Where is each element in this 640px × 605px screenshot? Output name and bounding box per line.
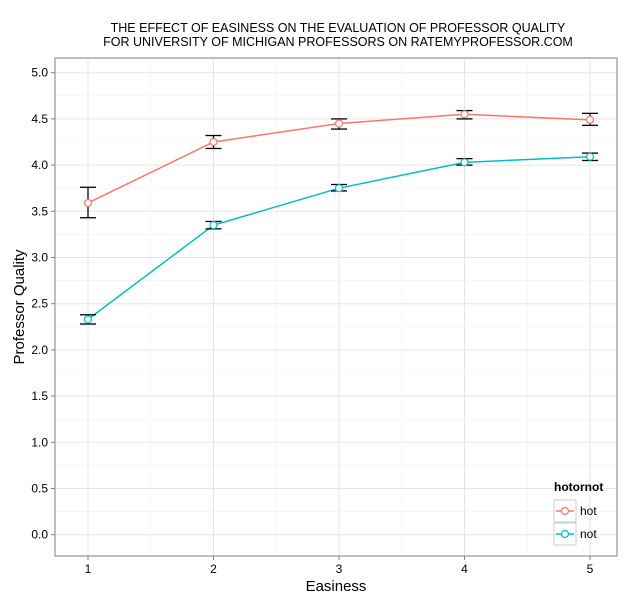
x-tick-label: 4 — [461, 562, 468, 576]
data-point-hot — [334, 119, 344, 128]
data-point-not — [460, 158, 469, 167]
y-tick-label: 0.0 — [31, 528, 48, 542]
x-axis-label: Easiness — [306, 578, 367, 595]
data-point-not — [83, 315, 93, 324]
data-point-hot — [83, 198, 93, 208]
y-tick-label: 2.5 — [31, 297, 48, 311]
data-point-hot — [209, 137, 218, 147]
x-tick-label: 3 — [336, 562, 343, 576]
x-tick-label: 1 — [85, 562, 92, 576]
data-point-not — [334, 184, 344, 193]
legend-key-point — [560, 506, 570, 516]
legend-label-not: not — [580, 527, 597, 541]
axes: 0.0 0.5 1.0 1.5 2.0 2.5 3.0 3.5 4.0 4.5 5.0 1 2 3 4 5 — [31, 66, 593, 576]
y-tick-label: 5.0 — [31, 66, 48, 80]
data-point-not — [209, 221, 218, 230]
y-tick-label: 3.0 — [31, 251, 48, 265]
data-point-not — [585, 152, 595, 161]
chart-title: THE EFFECT OF EASINESS ON THE EVALUATION… — [111, 21, 566, 35]
y-tick-label: 4.5 — [31, 112, 48, 126]
y-axis-label: Professor Quality — [11, 249, 28, 365]
y-tick-label: 4.0 — [31, 158, 48, 172]
y-tick-label: 2.0 — [31, 343, 48, 357]
y-tick-label: 3.5 — [31, 204, 48, 218]
series-marks — [80, 109, 598, 325]
legend-title: hotornot — [554, 480, 603, 494]
plot-panel — [54, 57, 618, 557]
legend-label-hot: hot — [580, 504, 597, 518]
x-tick-label: 5 — [587, 562, 594, 576]
legend: hotornot hot not — [553, 480, 603, 546]
x-tick-label: 2 — [210, 562, 217, 576]
grid — [56, 59, 616, 555]
legend-key-point — [560, 529, 570, 539]
chart-subtitle: FOR UNIVERSITY OF MICHIGAN PROFESSORS ON… — [103, 35, 573, 49]
data-point-hot — [585, 115, 595, 124]
y-tick-label: 1.0 — [31, 435, 48, 449]
y-tick-label: 1.5 — [31, 389, 48, 403]
y-tick-label: 0.5 — [31, 482, 48, 496]
data-point-hot — [460, 110, 469, 119]
